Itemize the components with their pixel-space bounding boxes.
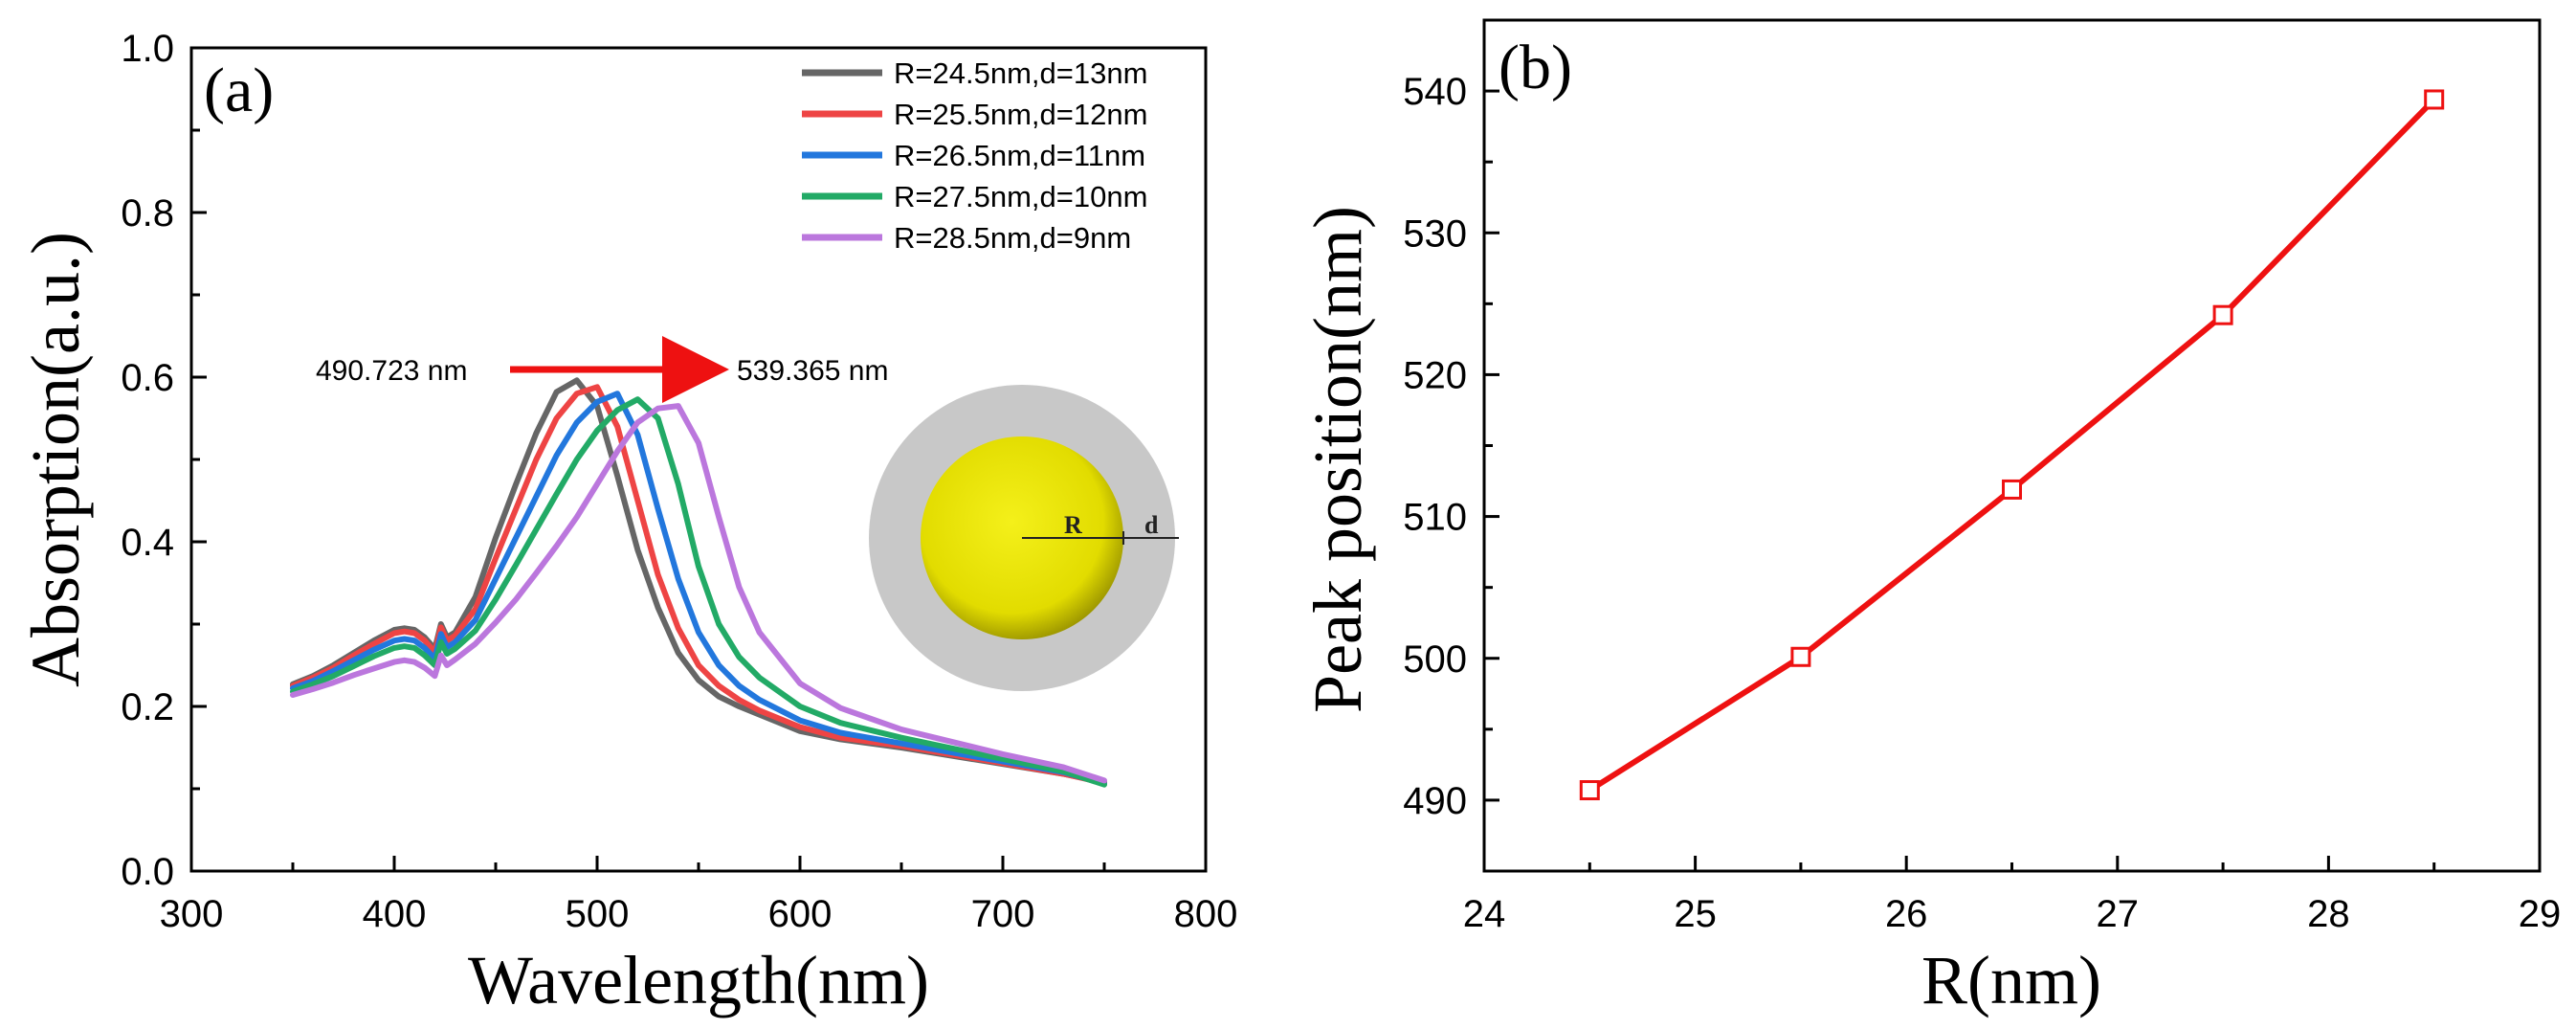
legend-label-1: R=24.5nm,d=13nm — [894, 56, 1147, 90]
a-xtick-label: 700 — [971, 893, 1035, 935]
peak-point-marker — [2002, 479, 2022, 500]
b-ytick-label: 500 — [1403, 638, 1467, 681]
inset-d-label: d — [1144, 511, 1159, 539]
b-ytick-label: 530 — [1403, 213, 1467, 255]
b-xtick-label: 28 — [2307, 893, 2350, 935]
a-ytick-label: 0.4 — [121, 522, 174, 564]
b-ytick-label: 510 — [1403, 497, 1467, 539]
peak-point-marker — [1579, 780, 1600, 801]
core-shell-inset: R d — [869, 385, 1179, 691]
panel-a-label: (a) — [204, 56, 274, 125]
a-ytick-label: 1.0 — [121, 28, 174, 70]
series-line-2 — [290, 384, 1107, 786]
b-ytick-label: 520 — [1403, 354, 1467, 396]
panel-a-series — [290, 377, 1107, 788]
a-xtick-label: 400 — [363, 893, 427, 935]
series-line-3 — [290, 391, 1107, 787]
panel-b-peak-chart: 24 25 26 27 28 29 490 500 510 520 530 540 (b) R(nm)… — [1299, 18, 2561, 1018]
panel-a-legend: R=24.5nm,d=13nm R=25.5nm,d=12nm R=26.5nm,d… — [802, 56, 1147, 255]
a-xtick-label: 300 — [160, 893, 224, 935]
b-ytick-label: 490 — [1403, 780, 1467, 822]
panel-b-xlabel: R(nm) — [1921, 942, 2101, 1018]
series-line-4 — [290, 396, 1107, 788]
peak-point-marker — [1790, 646, 1811, 667]
a-ytick-label: 0.0 — [121, 851, 174, 893]
panel-a-ylabel: Absorption(a.u.) — [17, 232, 94, 687]
a-xtick-label: 800 — [1174, 893, 1238, 935]
legend-label-2: R=25.5nm,d=12nm — [894, 98, 1147, 131]
a-ytick-label: 0.2 — [121, 686, 174, 728]
legend-label-4: R=27.5nm,d=10nm — [894, 180, 1147, 213]
series-line-1 — [290, 377, 1107, 786]
peak-point-marker — [2424, 89, 2445, 110]
a-ytick-label: 0.6 — [121, 357, 174, 399]
legend-label-5: R=28.5nm,d=9nm — [894, 221, 1131, 255]
inset-r-label: R — [1064, 511, 1082, 539]
legend-label-3: R=26.5nm,d=11nm — [894, 139, 1145, 172]
panel-b-ticks: 24 25 26 27 28 29 490 500 510 520 530 540 — [1403, 71, 2561, 935]
panel-b-label: (b) — [1499, 33, 1572, 102]
panel-b-frame — [1482, 18, 2542, 873]
panel-b-ylabel: Peak position(nm) — [1299, 206, 1376, 713]
panel-a-xlabel: Wavelength(nm) — [468, 942, 929, 1018]
a-ytick-label: 0.8 — [121, 192, 174, 235]
peak-position-line — [1588, 97, 2436, 794]
a-xtick-label: 600 — [768, 893, 833, 935]
b-ytick-label: 540 — [1403, 71, 1467, 113]
b-xtick-label: 24 — [1463, 893, 1506, 935]
b-xtick-label: 29 — [2519, 893, 2562, 935]
b-xtick-label: 27 — [2097, 893, 2140, 935]
panel-b-series — [1579, 89, 2445, 801]
panel-a-ticks: 300 400 500 600 700 800 0.0 0.2 0.4 0.6 0.8 1.0 — [121, 28, 1237, 935]
peak-point-marker — [2212, 304, 2233, 325]
series-line-5 — [290, 403, 1107, 784]
b-xtick-label: 25 — [1674, 893, 1717, 935]
a-xtick-label: 500 — [566, 893, 630, 935]
shift-start-label: 490.723 nm — [316, 355, 467, 387]
panel-a-absorption-chart: 300 400 500 600 700 800 0.0 0.2 0.4 0.6 0.8 1.0 (a)… — [17, 28, 1237, 1018]
b-xtick-label: 26 — [1885, 893, 1928, 935]
shift-end-label: 539.365 nm — [737, 355, 888, 387]
